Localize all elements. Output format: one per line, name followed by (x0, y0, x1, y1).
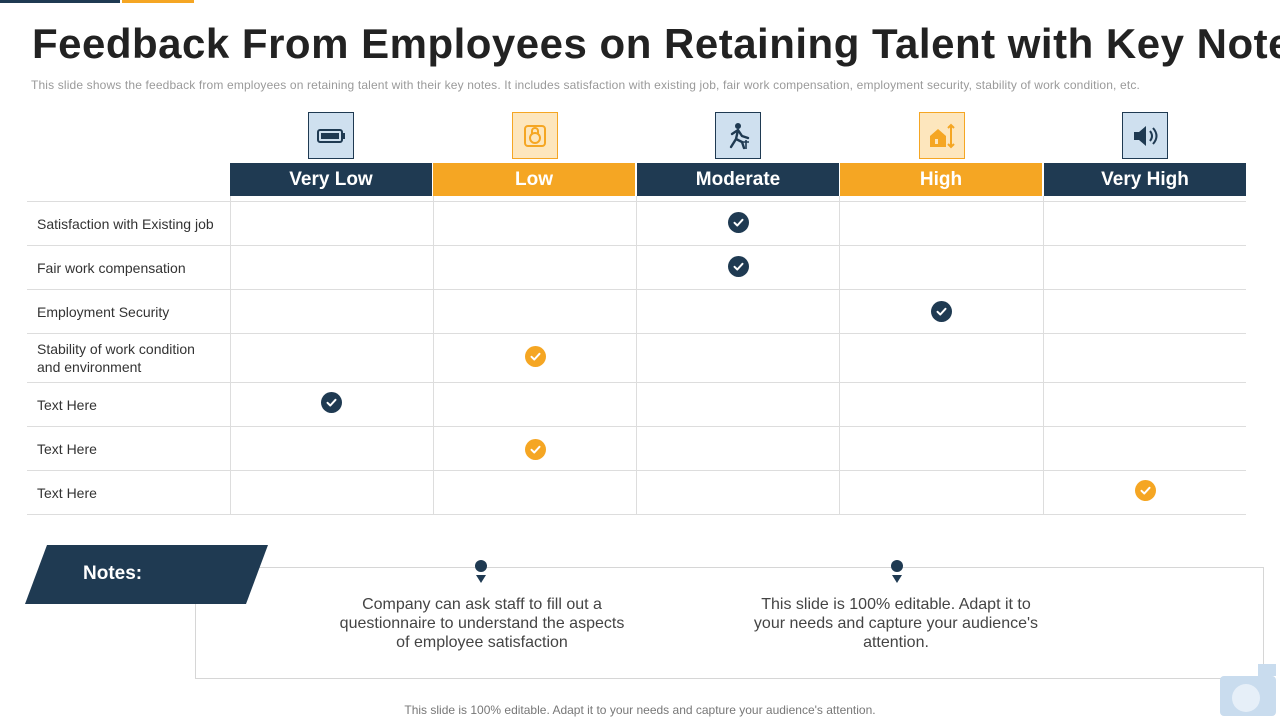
grid-line (839, 196, 840, 514)
grid-line (27, 514, 1246, 515)
row-label-text-2: Text Here (37, 440, 97, 457)
speaker-icon (1122, 112, 1168, 159)
row-label-satisfaction: Satisfaction with Existing job (37, 215, 214, 232)
check-mark-icon (930, 300, 952, 322)
top-accent-bar-orange (122, 0, 194, 3)
row-label-text-3: Text Here (37, 484, 97, 501)
check-mark-icon (524, 438, 546, 460)
row-label-compensation: Fair work compensation (37, 259, 186, 276)
note-item-2: This slide is 100% editable. Adapt it to… (753, 596, 1039, 651)
check-mark-icon (524, 345, 546, 367)
row-label-security: Employment Security (37, 303, 170, 320)
notes-box (195, 567, 1264, 679)
column-header-high: High (840, 163, 1042, 196)
top-accent-bar-navy (0, 0, 120, 3)
check-mark-icon (320, 391, 342, 413)
column-header-very-high: Very High (1044, 163, 1246, 196)
page-subtitle: This slide shows the feedback from emplo… (31, 78, 1140, 92)
pin-icon (891, 560, 903, 583)
grid-line (1043, 196, 1044, 514)
notes-label: Notes: (83, 563, 143, 584)
grid-line (433, 196, 434, 514)
grid-line (230, 196, 231, 514)
footer-note: This slide is 100% editable. Adapt it to… (404, 703, 876, 717)
worker-climbing-icon (715, 112, 761, 159)
row-label-stability: Stability of work condition and environm… (37, 341, 195, 375)
battery-icon (308, 112, 354, 159)
check-mark-icon (727, 211, 749, 233)
note-item-1: Company can ask staff to fill out a ques… (339, 596, 625, 651)
check-mark-icon (727, 255, 749, 277)
house-up-down-icon (919, 112, 965, 159)
column-header-moderate: Moderate (637, 163, 839, 196)
row-label-text-1: Text Here (37, 396, 97, 413)
lock-badge-icon (512, 112, 558, 159)
camera-decoration-icon (1220, 664, 1276, 716)
column-header-low: Low (433, 163, 635, 196)
notes-tab (25, 545, 268, 604)
page-title: Feedback From Employees on Retaining Tal… (32, 20, 1280, 67)
check-mark-icon (1134, 479, 1156, 501)
column-header-very-low: Very Low (230, 163, 432, 196)
grid-line (636, 196, 637, 514)
pin-icon (475, 560, 487, 583)
